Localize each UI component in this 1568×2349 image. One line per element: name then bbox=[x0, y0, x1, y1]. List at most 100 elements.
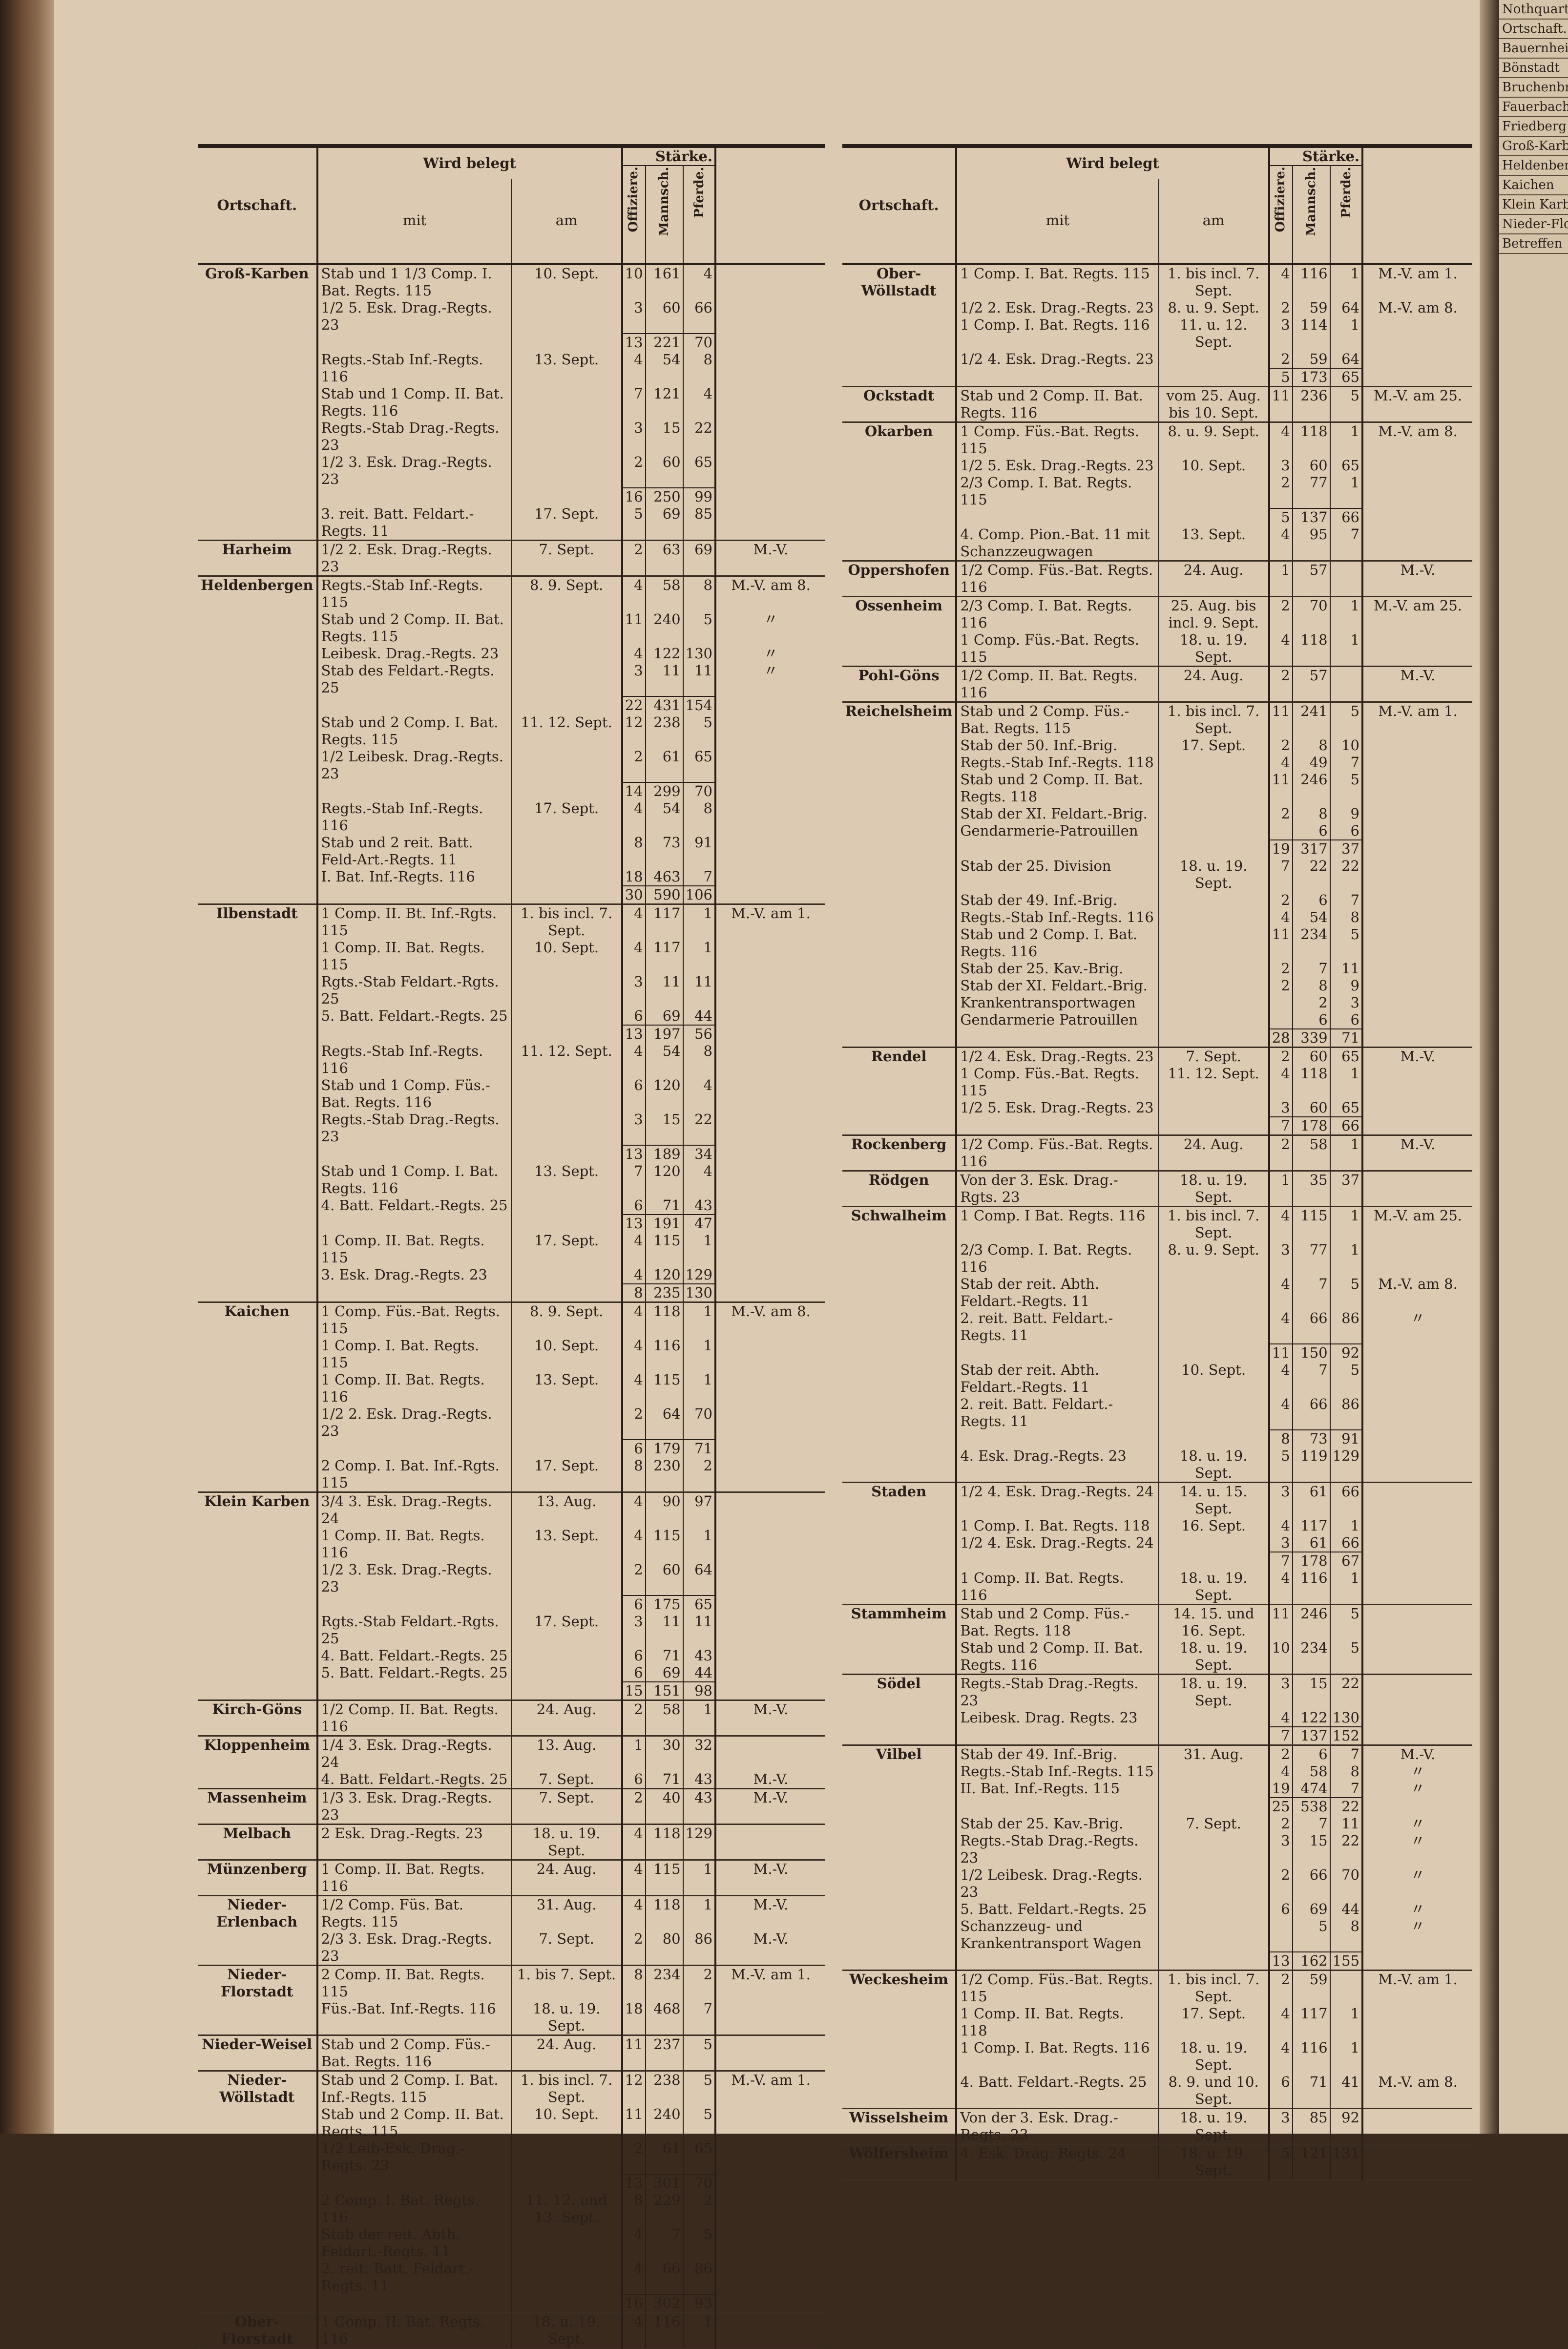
date-cell bbox=[511, 1111, 623, 1145]
place-name: Kirch-Göns bbox=[198, 1700, 318, 1736]
unit-cell: 1/2 2. Esk. Drag.-Regts. 23 bbox=[956, 299, 1159, 316]
pferde-cell: 32 bbox=[683, 1736, 717, 1771]
table-row: I. Bat. Inf.-Regts. 116 18 463 7 bbox=[198, 868, 825, 886]
offiziere-cell: 6 bbox=[1269, 1901, 1293, 1918]
mannschaften-cell: 59 bbox=[1292, 351, 1331, 368]
date-cell: 14. u. 15. Sept. bbox=[1158, 1482, 1270, 1517]
unit-cell: Stab der 25. Kav.-Brig. bbox=[956, 960, 1159, 977]
subtotal-mannschaften: 221 bbox=[645, 333, 684, 351]
pferde-cell: 5 bbox=[683, 2035, 717, 2071]
place-row-group: Rödgen Von der 3. Esk. Drag.-Rgts. 23 18. … bbox=[842, 1171, 1472, 1207]
table-row: Nieder-Wöllstadt Stab und 2 Comp. I. Bat.… bbox=[198, 2071, 825, 2313]
pferde-cell: 3 bbox=[1330, 994, 1364, 1011]
subtotal-offiziere: 16 bbox=[622, 2294, 646, 2313]
subtotal-offiziere: 8 bbox=[1269, 1429, 1293, 1447]
mannschaften-cell: 230 bbox=[645, 1457, 684, 1492]
pferde-cell: 1 bbox=[1330, 1570, 1364, 1605]
date-cell bbox=[511, 1405, 623, 1440]
offiziere-cell: 4 bbox=[1269, 2005, 1293, 2039]
mannschaften-cell: 8 bbox=[1292, 737, 1331, 754]
table-row: Klein Karben 3/4 3. Esk. Drag.-Regts. 24 1… bbox=[198, 1492, 825, 1700]
fragment-text: Fauerbach bbox=[1499, 98, 1568, 117]
unit-cell: Stab der XI. Feldart.-Brig. bbox=[956, 977, 1159, 994]
date-cell bbox=[511, 1145, 623, 1163]
pferde-cell: 1 bbox=[683, 904, 717, 939]
mannschaften-cell: 241 bbox=[1292, 702, 1331, 737]
pferde-cell: 1 bbox=[1330, 2005, 1364, 2039]
unit-cell bbox=[317, 1595, 512, 1613]
place-name: Ober-Wöllstadt bbox=[842, 264, 958, 387]
unit-cell: 4. Esk. Drag.-Regts. 23 bbox=[956, 1447, 1159, 1483]
note-cell: M.-V. bbox=[1400, 562, 1436, 578]
pferde-cell: 8 bbox=[1330, 909, 1364, 926]
place-name: Groß-Karben bbox=[198, 264, 318, 541]
unit-cell: 4. Comp. Pion.-Bat. 11 mit Schanzzeugwag… bbox=[956, 526, 1159, 561]
subtotal-mannschaften: 137 bbox=[1292, 508, 1331, 526]
note-cell: M.-V. bbox=[753, 1771, 789, 1787]
place-name: Rendel bbox=[842, 1047, 958, 1135]
mannschaften-cell: 236 bbox=[1292, 386, 1331, 422]
note-cell bbox=[715, 1595, 825, 1613]
mannschaften-cell: 59 bbox=[1292, 299, 1331, 316]
note-cell: M.-V. am 1. bbox=[1378, 265, 1458, 282]
mannschaften-cell: 64 bbox=[645, 1405, 684, 1440]
note-cell bbox=[1362, 474, 1472, 508]
date-cell bbox=[1158, 1099, 1270, 1117]
fragment-text: Bauernheim bbox=[1499, 39, 1568, 59]
place-row-group: Okarben 1 Comp. Füs.-Bat. Regts. 115 8. u.… bbox=[842, 422, 1472, 561]
table-row: Stab und 1 Comp. I. Bat. Regts. 116 13. S… bbox=[198, 1163, 825, 1197]
unit-cell: 1/2 Leib-Esk. Drag.-Regts. 23 bbox=[317, 2140, 512, 2174]
mannschaften-cell: 60 bbox=[645, 1561, 684, 1595]
unit-cell bbox=[317, 1025, 512, 1043]
unit-cell: Rgts.-Stab Feldart.-Rgts. 25 bbox=[317, 973, 512, 1007]
date-cell bbox=[1158, 1901, 1270, 1918]
offiziere-cell: 18 bbox=[622, 868, 646, 886]
note-cell bbox=[1362, 1605, 1472, 1640]
offiziere-cell: 4 bbox=[1269, 2039, 1293, 2074]
offiziere-cell: 4 bbox=[1269, 422, 1293, 457]
note-cell bbox=[1362, 771, 1472, 805]
note-cell bbox=[1362, 631, 1472, 667]
unit-cell: Stab der 25. Division bbox=[956, 858, 1159, 892]
note-cell bbox=[1362, 368, 1472, 387]
pferde-cell: 8 bbox=[683, 576, 717, 611]
pferde-cell: 6 bbox=[1330, 822, 1364, 840]
fragment-text: Friedberg bbox=[1499, 117, 1568, 137]
table-row: Kirch-Göns 1/2 Comp. II. Bat. Regts. 116 2… bbox=[198, 1700, 825, 1736]
place-row-group: Weckesheim 1/2 Comp. Füs.-Bat. Regts. 115… bbox=[842, 1970, 1472, 2109]
date-cell bbox=[1158, 1727, 1270, 1745]
mannschaften-cell: 474 bbox=[1292, 1780, 1331, 1798]
subtotal-pferde: 93 bbox=[683, 2294, 717, 2313]
unit-cell: I. Bat. Inf.-Regts. 116 bbox=[317, 868, 512, 886]
offiziere-cell: 4 bbox=[622, 351, 646, 385]
mannschaften-cell: 6 bbox=[1292, 1745, 1331, 1763]
offiziere-cell: 11 bbox=[1269, 386, 1293, 422]
subtotal-pferde: 37 bbox=[1330, 839, 1364, 858]
date-cell: 18. u. 19. Sept. bbox=[1158, 1447, 1270, 1483]
date-cell: vom 25. Aug. bis 10. Sept. bbox=[1158, 386, 1270, 422]
table-row: 1/2 2. Esk. Drag.-Regts. 23 8. u. 9. Sept… bbox=[842, 299, 1472, 316]
offiziere-cell bbox=[1269, 822, 1293, 840]
note-cell bbox=[715, 1215, 825, 1232]
table-row: 4. Batt. Feldart.-Regts. 25 6 71 43 bbox=[198, 1647, 825, 1664]
date-cell bbox=[511, 334, 623, 351]
unit-cell: 1/2 5. Esk. Drag.-Regts. 23 bbox=[956, 1099, 1159, 1117]
note-cell: 〃 bbox=[763, 662, 778, 679]
billeting-table-right: Ortschaft. Wird belegt Stärke. Offiziere. Ma… bbox=[842, 144, 1472, 2181]
date-cell bbox=[1158, 1952, 1270, 1971]
table-row: 1 Comp. II. Bat. Regts. 115 10. Sept. 4 117… bbox=[198, 939, 825, 973]
pferde-cell: 1 bbox=[1330, 422, 1364, 457]
date-cell bbox=[1158, 840, 1270, 858]
table-row: Regts.-Stab Inf.-Regts. 118 4 49 7 bbox=[842, 754, 1472, 771]
unit-cell bbox=[956, 1430, 1159, 1447]
pferde-cell: 8 bbox=[683, 1043, 717, 1077]
table-row: Wölfersheim 4. Esk. Drag. Regts. 24 18. u.… bbox=[842, 2144, 1472, 2180]
unit-cell: 2. reit. Batt. Feldart.-Regts. 11 bbox=[956, 1396, 1159, 1430]
pferde-cell: 5 bbox=[1330, 1362, 1364, 1396]
date-cell: 18. u. 19. Sept. bbox=[1158, 1171, 1270, 1207]
subtotal-pferde: 56 bbox=[683, 1025, 717, 1043]
date-cell: 1. bis incl. 7. Sept. bbox=[1158, 264, 1270, 299]
note-cell: 〃 bbox=[763, 611, 778, 628]
table-row: Kaichen 1 Comp. Füs.-Bat. Regts. 115 8. 9.… bbox=[198, 1302, 825, 1492]
place-row-group: Reichelsheim Stab und 2 Comp. Füs.-Bat. R… bbox=[842, 702, 1472, 1048]
